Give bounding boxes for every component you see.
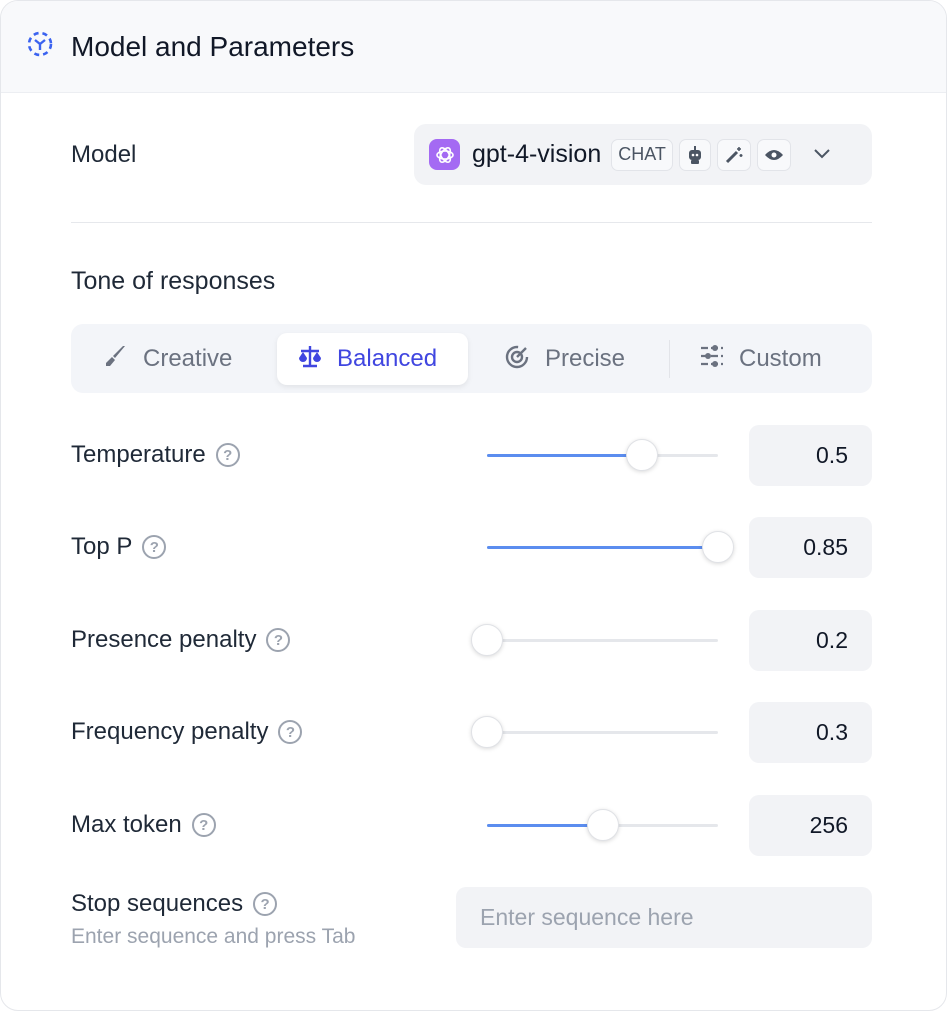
stop-sequence-input[interactable] bbox=[456, 887, 872, 948]
target-icon bbox=[505, 343, 531, 376]
panel-title: Model and Parameters bbox=[71, 30, 355, 62]
presence-penalty-value-input[interactable]: 0.2 bbox=[749, 610, 872, 671]
help-icon[interactable]: ? bbox=[266, 628, 291, 652]
top-p-slider[interactable] bbox=[487, 531, 734, 563]
panel-header: Model and Parameters bbox=[1, 1, 946, 93]
param-label-row: Max token? bbox=[71, 811, 216, 839]
tab-label: Balanced bbox=[337, 345, 438, 372]
slider-fill bbox=[487, 454, 642, 457]
tone-title: Tone of responses bbox=[71, 267, 276, 295]
param-label-row: Presence penalty? bbox=[71, 626, 291, 654]
top-p-value-input[interactable]: 0.85 bbox=[749, 517, 872, 578]
help-icon[interactable]: ? bbox=[215, 443, 240, 467]
tab-label: Precise bbox=[545, 345, 626, 372]
sliders-icon bbox=[699, 343, 725, 376]
tab-label: Creative bbox=[143, 345, 233, 372]
param-row-frequency-penalty: Frequency penalty? 0.3 bbox=[71, 702, 872, 763]
chevron-down-icon[interactable] bbox=[813, 146, 831, 164]
model-name: gpt-4-vision bbox=[472, 140, 602, 168]
frequency-penalty-slider[interactable] bbox=[471, 716, 718, 748]
frequency-penalty-value-input[interactable]: 0.3 bbox=[749, 702, 872, 763]
openai-logo-icon bbox=[429, 139, 460, 170]
help-icon[interactable]: ? bbox=[253, 892, 278, 916]
temperature-value-input[interactable]: 0.5 bbox=[749, 425, 872, 486]
tab-creative[interactable]: Creative bbox=[103, 333, 232, 385]
stop-sequences-label-row: Stop sequences ? bbox=[71, 890, 278, 918]
help-icon[interactable]: ? bbox=[142, 535, 167, 559]
robot-icon bbox=[678, 138, 711, 171]
param-row-temperature: Temperature? 0.5 bbox=[71, 425, 872, 486]
eye-icon bbox=[756, 138, 791, 171]
help-icon[interactable]: ? bbox=[278, 720, 303, 744]
slider-thumb[interactable] bbox=[586, 809, 619, 841]
tone-segmented-control: Creative Balanced Precise Custom bbox=[71, 324, 872, 393]
stop-sequences-label: Stop sequences bbox=[71, 890, 244, 917]
param-label-row: Frequency penalty? bbox=[71, 718, 303, 746]
divider bbox=[71, 222, 872, 223]
tab-precise[interactable]: Precise bbox=[505, 333, 625, 385]
stop-sequences-hint: Enter sequence and press Tab bbox=[71, 925, 356, 948]
presence-penalty-label: Presence penalty bbox=[71, 626, 257, 653]
top-p-label: Top P bbox=[71, 533, 133, 560]
scale-icon bbox=[297, 343, 323, 376]
max-token-label: Max token bbox=[71, 811, 182, 838]
tab-separator bbox=[669, 340, 670, 378]
tab-custom[interactable]: Custom bbox=[699, 333, 822, 385]
frequency-penalty-label: Frequency penalty bbox=[71, 718, 269, 745]
tab-label: Custom bbox=[739, 345, 822, 372]
help-icon[interactable]: ? bbox=[191, 813, 216, 837]
slider-fill bbox=[487, 824, 603, 827]
tab-balanced[interactable]: Balanced bbox=[277, 333, 468, 385]
max-token-value-input[interactable]: 256 bbox=[749, 795, 872, 856]
param-row-top-p: Top P? 0.85 bbox=[71, 517, 872, 578]
model-selector[interactable]: gpt-4-vision CHAT bbox=[414, 124, 872, 185]
temperature-slider[interactable] bbox=[487, 439, 718, 471]
slider-fill bbox=[487, 546, 718, 549]
slider-thumb[interactable] bbox=[702, 531, 734, 563]
chat-tag: CHAT bbox=[611, 138, 673, 171]
param-row-max-token: Max token? 256 bbox=[71, 795, 872, 856]
magic-wand-icon bbox=[716, 138, 751, 171]
param-label-row: Temperature? bbox=[71, 441, 240, 469]
presence-penalty-slider[interactable] bbox=[471, 624, 718, 656]
slider-thumb[interactable] bbox=[625, 439, 658, 471]
brush-icon bbox=[103, 343, 129, 376]
temperature-label: Temperature bbox=[71, 441, 206, 468]
slider-thumb[interactable] bbox=[471, 624, 503, 656]
max-token-slider[interactable] bbox=[487, 809, 718, 841]
param-row-presence-penalty: Presence penalty? 0.2 bbox=[71, 610, 872, 671]
model-label: Model bbox=[71, 141, 137, 168]
param-label-row: Top P? bbox=[71, 533, 167, 561]
dashed-cube-icon bbox=[25, 29, 55, 64]
slider-thumb[interactable] bbox=[471, 716, 503, 748]
